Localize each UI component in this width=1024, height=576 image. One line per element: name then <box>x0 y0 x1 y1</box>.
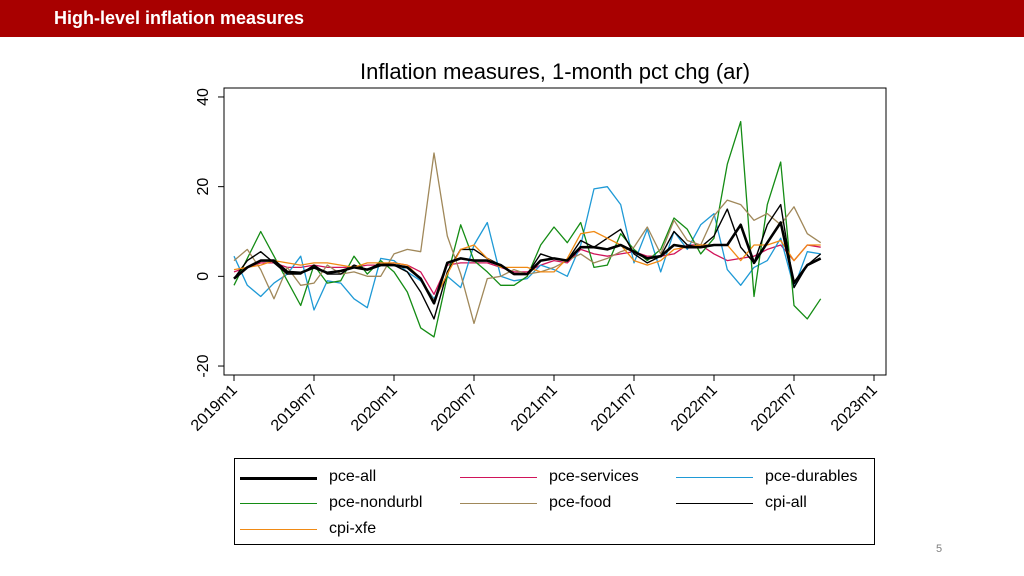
legend-label: pce-food <box>549 494 612 511</box>
legend-swatch <box>676 503 753 504</box>
x-tick-label: 2019m7 <box>268 382 321 435</box>
series-line-pce-durables <box>233 186 821 311</box>
legend-swatch <box>460 477 537 478</box>
legend-label: cpi-all <box>765 494 807 511</box>
x-tick-label: 2021m1 <box>508 382 561 435</box>
x-axis: 2019m1 2019m7 2020m1 2020m7 2021m1 2021m7 2022… <box>188 375 881 435</box>
legend-label: pce-services <box>549 468 639 485</box>
legend-swatch <box>676 477 753 478</box>
x-tick-label: 2020m1 <box>348 382 401 435</box>
series-layer <box>233 120 822 338</box>
legend-label: cpi-xfe <box>329 520 377 537</box>
x-tick-label: 2020m7 <box>428 382 481 435</box>
x-tick-label: 2019m1 <box>188 382 241 435</box>
legend: pce-all pce-services pce-durables pce-nondu… <box>234 458 875 545</box>
page-number: 5 <box>936 543 943 555</box>
legend-swatch <box>460 503 537 504</box>
series-line-cpi-all <box>233 203 822 320</box>
legend-label: pce-durables <box>765 468 858 485</box>
slide-title: High-level inflation measures <box>54 8 305 28</box>
header-bar <box>0 0 1024 37</box>
x-tick-label: 2022m7 <box>748 382 801 435</box>
y-axis: -20 0 20 40 <box>195 88 224 378</box>
legend-label: pce-all <box>329 468 377 485</box>
x-tick-label: 2022m1 <box>668 382 721 435</box>
y-tick-label: 20 <box>195 178 212 196</box>
y-tick-label: -20 <box>195 354 212 377</box>
legend-swatch <box>240 503 317 504</box>
series-line-pce-nondurbl <box>233 120 822 338</box>
series-line-pce-all <box>233 221 822 305</box>
legend-swatch <box>240 477 317 480</box>
x-tick-label: 2023m1 <box>828 382 881 435</box>
y-tick-label: 0 <box>195 272 212 281</box>
inflation-chart: Inflation measures, 1-month pct chg (ar)… <box>188 59 887 435</box>
legend-swatch <box>240 529 317 530</box>
plot-frame <box>223 87 887 376</box>
y-tick-label: 40 <box>195 88 212 106</box>
x-tick-label: 2021m7 <box>588 382 641 435</box>
legend-label: pce-nondurbl <box>329 494 423 511</box>
chart-title: Inflation measures, 1-month pct chg (ar) <box>360 59 750 84</box>
